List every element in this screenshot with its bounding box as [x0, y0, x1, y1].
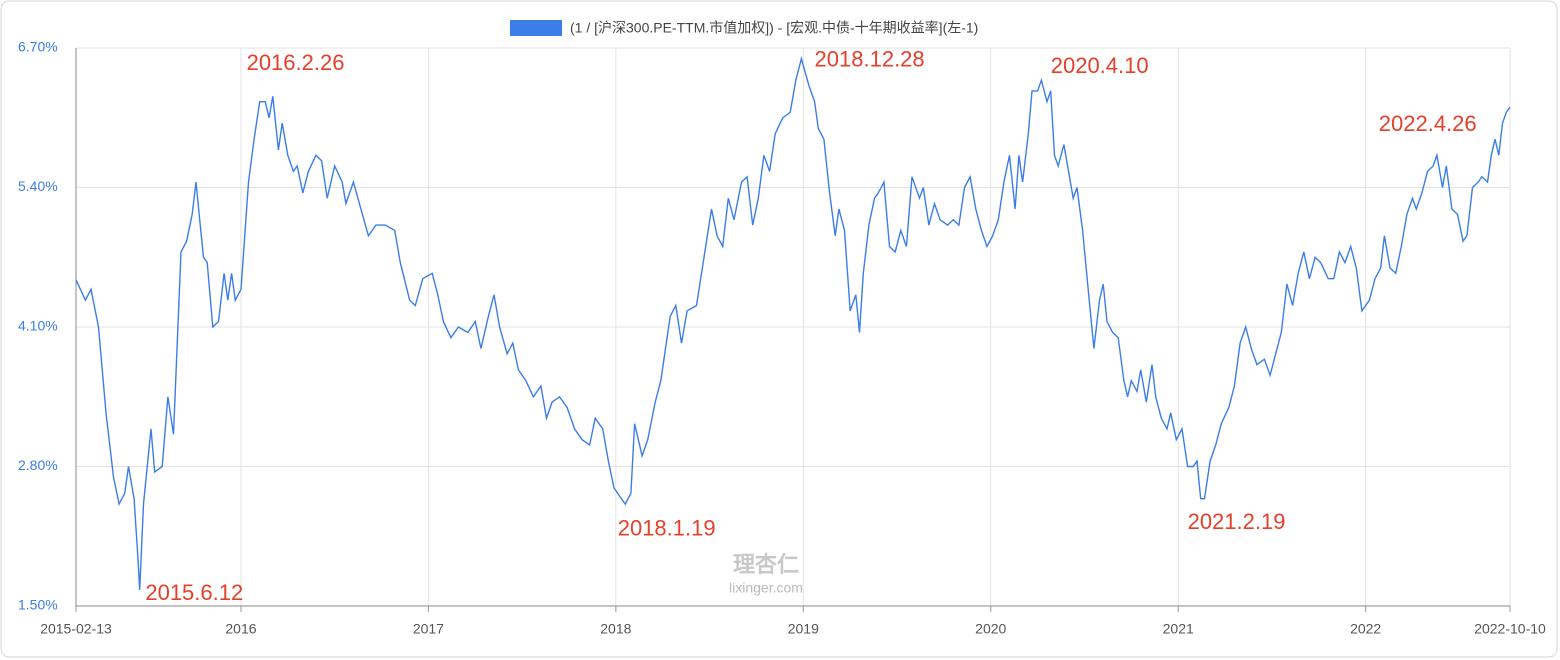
- x-tick-label: 2015-02-13: [40, 621, 112, 637]
- x-tick-label: 2022: [1350, 621, 1381, 637]
- y-tick-label: 5.40%: [18, 178, 58, 194]
- x-tick-label: 2022-10-10: [1474, 621, 1546, 637]
- annotation: 2015.6.12: [145, 580, 243, 605]
- x-tick-label: 2021: [1163, 621, 1194, 637]
- x-tick-label: 2018: [600, 621, 631, 637]
- y-tick-label: 6.70%: [18, 39, 58, 55]
- y-tick-label: 2.80%: [18, 457, 58, 473]
- y-tick-label: 1.50%: [18, 597, 58, 613]
- x-tick-label: 2020: [975, 621, 1006, 637]
- annotation: 2020.4.10: [1051, 53, 1149, 78]
- annotation: 2022.4.26: [1379, 111, 1477, 136]
- annotation: 2016.2.26: [247, 50, 345, 75]
- legend-label[interactable]: (1 / [沪深300.PE-TTM.市值加权]) - [宏观.中债-十年期收益…: [570, 20, 978, 36]
- annotation: 2021.2.19: [1188, 509, 1286, 534]
- series-line: [75, 56, 1511, 590]
- annotation: 2018.1.19: [618, 516, 716, 541]
- legend-swatch[interactable]: [510, 20, 562, 36]
- watermark-logo: 理杏仁: [733, 552, 799, 577]
- x-tick-label: 2016: [225, 621, 256, 637]
- x-tick-label: 2019: [788, 621, 819, 637]
- annotation: 2018.12.28: [815, 47, 925, 72]
- x-tick-label: 2017: [413, 621, 444, 637]
- watermark-site: lixinger.com: [729, 580, 803, 596]
- y-tick-label: 4.10%: [18, 318, 58, 334]
